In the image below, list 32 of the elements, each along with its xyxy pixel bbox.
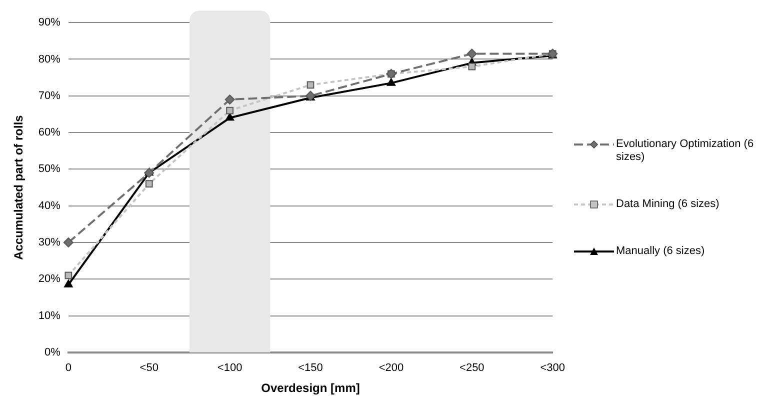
y-tick-label: 60% [38, 126, 61, 139]
y-tick-label: 80% [38, 53, 61, 66]
point [63, 237, 74, 248]
y-tick-label: 0% [44, 346, 61, 358]
y-tick-label: 70% [38, 90, 61, 102]
y-tick-label: 10% [38, 310, 61, 322]
x-tick-label: <200 [378, 362, 404, 374]
point [468, 62, 476, 70]
point [226, 106, 234, 114]
y-tick-label: 90% [38, 16, 61, 29]
x-axis-title: Overdesign [mm] [261, 381, 360, 396]
x-tick-label: <300 [540, 362, 565, 374]
point [386, 78, 396, 86]
legend-label: Manually (6 sizes) [616, 245, 705, 258]
x-tick-label: <250 [460, 362, 484, 374]
point [306, 81, 314, 89]
x-tick-label: <50 [140, 362, 158, 374]
y-axis-title: Accumulated part of rolls [12, 114, 26, 260]
x-tick-label: 0 [65, 362, 72, 374]
x-tick-label: <100 [217, 362, 242, 374]
point [224, 94, 235, 105]
y-tick-label: 30% [38, 236, 61, 248]
y-tick-label: 20% [38, 273, 61, 286]
x-tick-label: <150 [298, 362, 323, 374]
legend-label: Data Mining (6 sizes) [616, 198, 720, 211]
point [466, 48, 477, 59]
point [64, 272, 72, 280]
point [145, 180, 153, 188]
point [64, 280, 73, 288]
legend-label: Evolutionary Optimization (6 sizes) [616, 138, 754, 164]
y-tick-label: 50% [38, 163, 61, 176]
y-tick-label: 40% [38, 200, 61, 212]
